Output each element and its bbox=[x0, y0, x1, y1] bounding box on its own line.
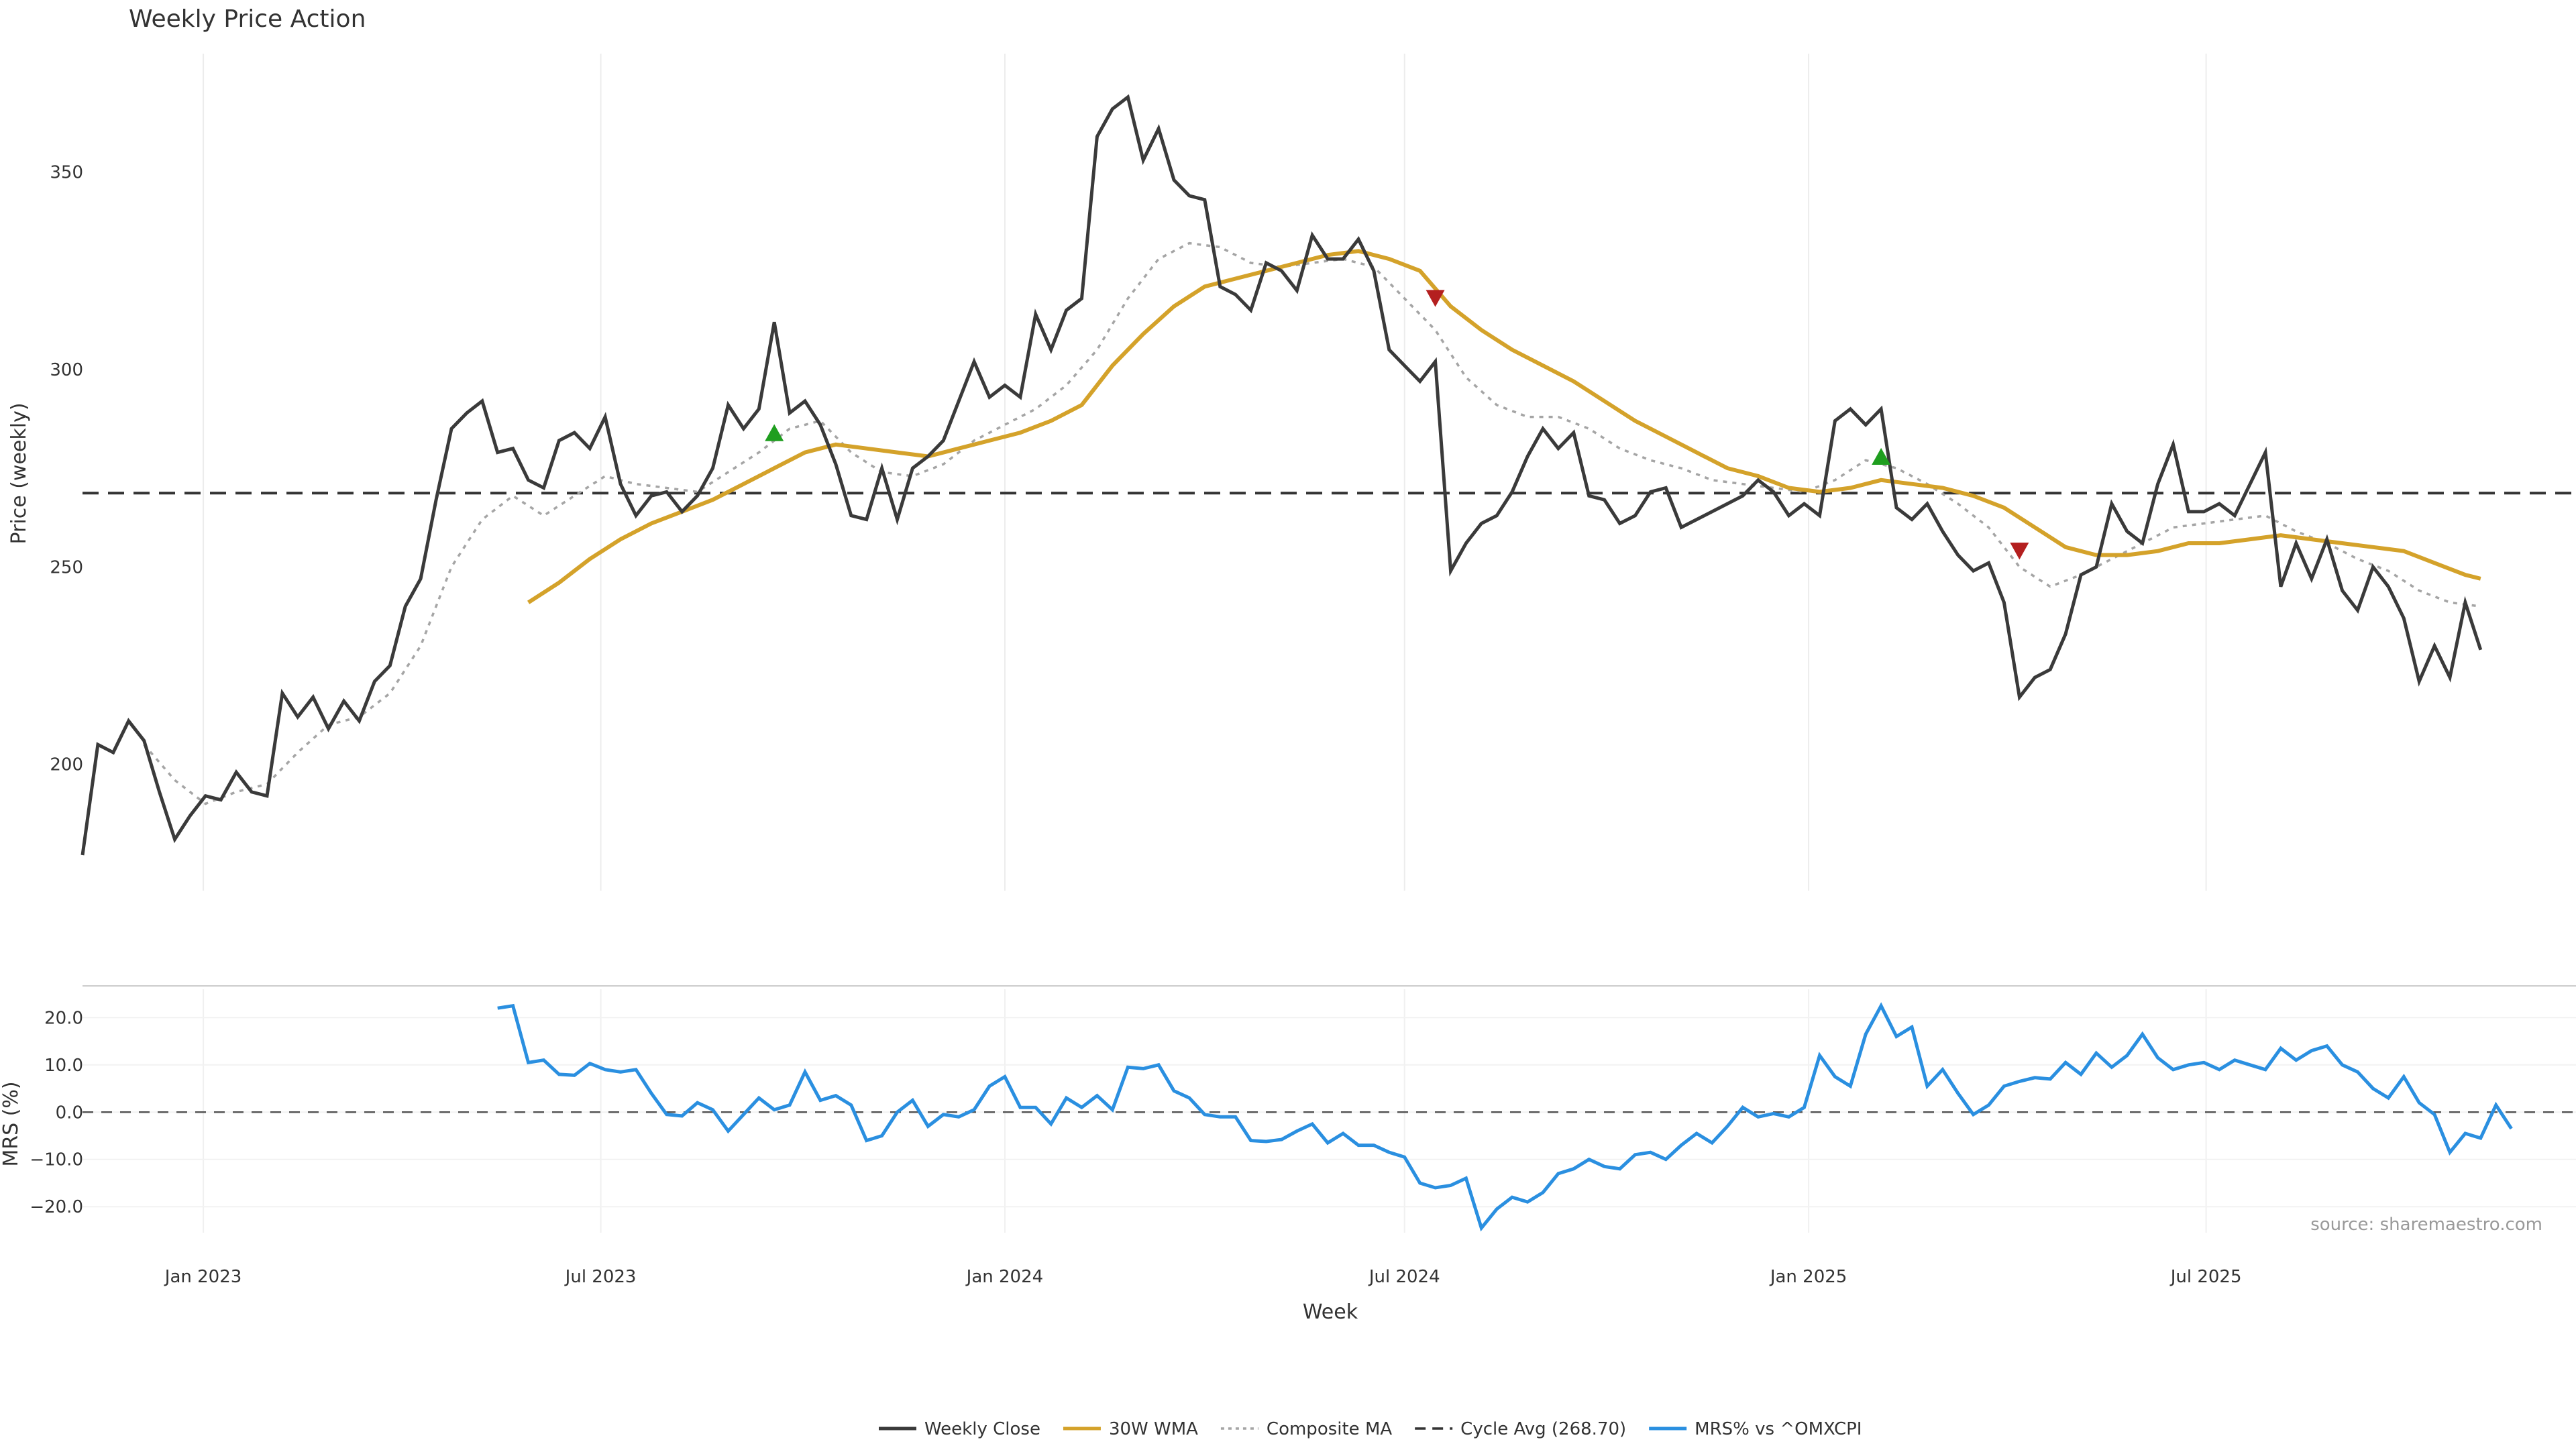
mrs-tick-label: 20.0 bbox=[44, 1008, 83, 1028]
mrs-tick-label: −10.0 bbox=[30, 1150, 83, 1170]
x-tick-label: Jan 2023 bbox=[164, 1267, 242, 1287]
legend-label: MRS% vs ^OMXCPI bbox=[1695, 1419, 1862, 1439]
legend-label: 30W WMA bbox=[1109, 1419, 1198, 1439]
x-tick-label: Jul 2025 bbox=[2169, 1267, 2242, 1287]
x-tick-label: Jan 2024 bbox=[965, 1267, 1044, 1287]
price-tick-label: 350 bbox=[50, 163, 83, 183]
buy-signal-marker bbox=[765, 424, 784, 441]
mrs-tick-label: −20.0 bbox=[30, 1197, 83, 1217]
sell-signal-marker bbox=[2010, 543, 2029, 560]
legend-label: Weekly Close bbox=[924, 1419, 1040, 1439]
x-axis-label: Week bbox=[1303, 1300, 1358, 1324]
mrs-y-axis: −20.0 −10.0 0.0 10.0 20.0 bbox=[30, 1008, 83, 1217]
legend-label: Cycle Avg (268.70) bbox=[1460, 1419, 1626, 1439]
price-tick-label: 300 bbox=[50, 360, 83, 380]
source-note: source: sharemaestro.com bbox=[2310, 1215, 2542, 1235]
weekly-close-line bbox=[80, 94, 2483, 856]
mrs-tick-label: 0.0 bbox=[56, 1103, 83, 1123]
price-tick-label: 250 bbox=[50, 557, 83, 577]
price-panel-grid bbox=[203, 54, 2207, 891]
chart-title: Weekly Price Action bbox=[129, 5, 366, 33]
mrs-line bbox=[497, 1002, 2513, 1232]
sell-signal-marker bbox=[1426, 290, 1445, 307]
mrs-y-axis-label: MRS (%) bbox=[0, 1081, 23, 1166]
signal-markers bbox=[765, 290, 2029, 560]
x-tick-label: Jan 2025 bbox=[1769, 1267, 1847, 1287]
buy-signal-marker bbox=[1872, 447, 1891, 465]
x-tick-label: Jul 2023 bbox=[564, 1267, 637, 1287]
legend-label: Composite MA bbox=[1267, 1419, 1392, 1439]
mrs-tick-label: 10.0 bbox=[44, 1056, 83, 1076]
price-y-axis-label: Price (weekly) bbox=[7, 402, 31, 544]
legend: Weekly Close 30W WMA Composite MA Cycle Avg… bbox=[879, 1419, 1862, 1439]
x-tick-label: Jul 2024 bbox=[1368, 1267, 1440, 1287]
x-axis-ticks: Jan 2023 Jul 2023 Jan 2024 Jul 2024 Jan 2025… bbox=[164, 1267, 2242, 1287]
wma-30w-line bbox=[527, 249, 2481, 604]
price-y-axis: 200 250 300 350 bbox=[50, 163, 83, 775]
price-tick-label: 200 bbox=[50, 755, 83, 775]
